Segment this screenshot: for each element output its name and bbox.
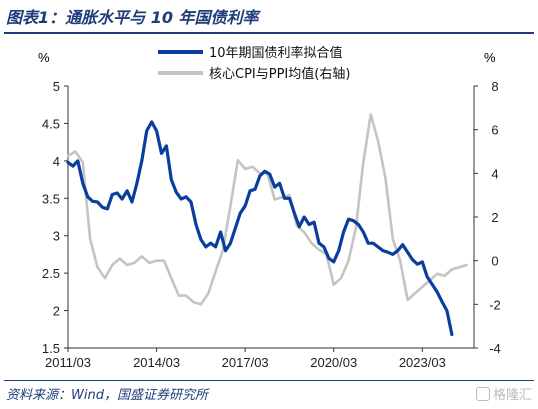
right-tick-label: 4 [491, 166, 498, 181]
right-tick-label: -4 [489, 341, 501, 356]
left-tick-label: 2.5 [42, 266, 60, 281]
chart-legend: 10年期国债利率拟合值 核心CPI与PPI均值(右轴) [158, 45, 350, 82]
left-tick-label: 5 [53, 79, 60, 94]
watermark-logo-icon [475, 387, 490, 401]
right-tick-label: 8 [491, 79, 498, 94]
right-tick-label: -2 [489, 297, 501, 312]
x-tick-label: 2023/03 [399, 355, 446, 370]
right-tick-label: 2 [491, 210, 498, 225]
left-tick-label: 2 [53, 304, 60, 319]
right-tick-label: 6 [491, 123, 498, 138]
right-tick-label: 0 [491, 254, 498, 269]
chart-axes: 1.5 2 2.5 3 3.5 4 4.5 5 -4 -2 0 2 4 6 8 2011/03 2014/03 2… [42, 79, 501, 370]
series-line-rate [66, 120, 454, 337]
footer-divider [4, 380, 534, 381]
left-tick-label: 4.5 [42, 116, 60, 131]
left-tick-label: 4 [53, 154, 60, 169]
left-tick-label: 3.5 [42, 191, 60, 206]
line-chart: 10年期国债利率拟合值 核心CPI与PPI均值(右轴) % % 1.5 2 2.5 3… [38, 45, 501, 370]
left-axis-unit: % [38, 50, 50, 65]
left-tick-label: 3 [53, 229, 60, 244]
legend-label-rate: 10年期国债利率拟合值 [209, 45, 343, 61]
chart-title: 图表1：通胀水平与 10 年国债利率 [6, 8, 259, 27]
source-note: 资料来源：Wind，国盛证券研究所 [6, 388, 208, 403]
x-tick-label: 2014/03 [133, 355, 180, 370]
x-tick-label: 2017/03 [222, 355, 269, 370]
x-tick-label: 2011/03 [45, 355, 91, 370]
x-tick-label: 2020/03 [310, 355, 357, 370]
watermark-text: 格隆汇 [492, 388, 532, 403]
title-divider [4, 32, 534, 34]
series-line-inflation [66, 113, 468, 306]
chart-series [66, 113, 468, 337]
left-tick-label: 1.5 [42, 341, 60, 356]
legend-label-inflation: 核心CPI与PPI均值(右轴) [209, 66, 350, 82]
right-axis-unit: % [484, 50, 496, 65]
watermark: 格隆汇 [475, 384, 532, 403]
